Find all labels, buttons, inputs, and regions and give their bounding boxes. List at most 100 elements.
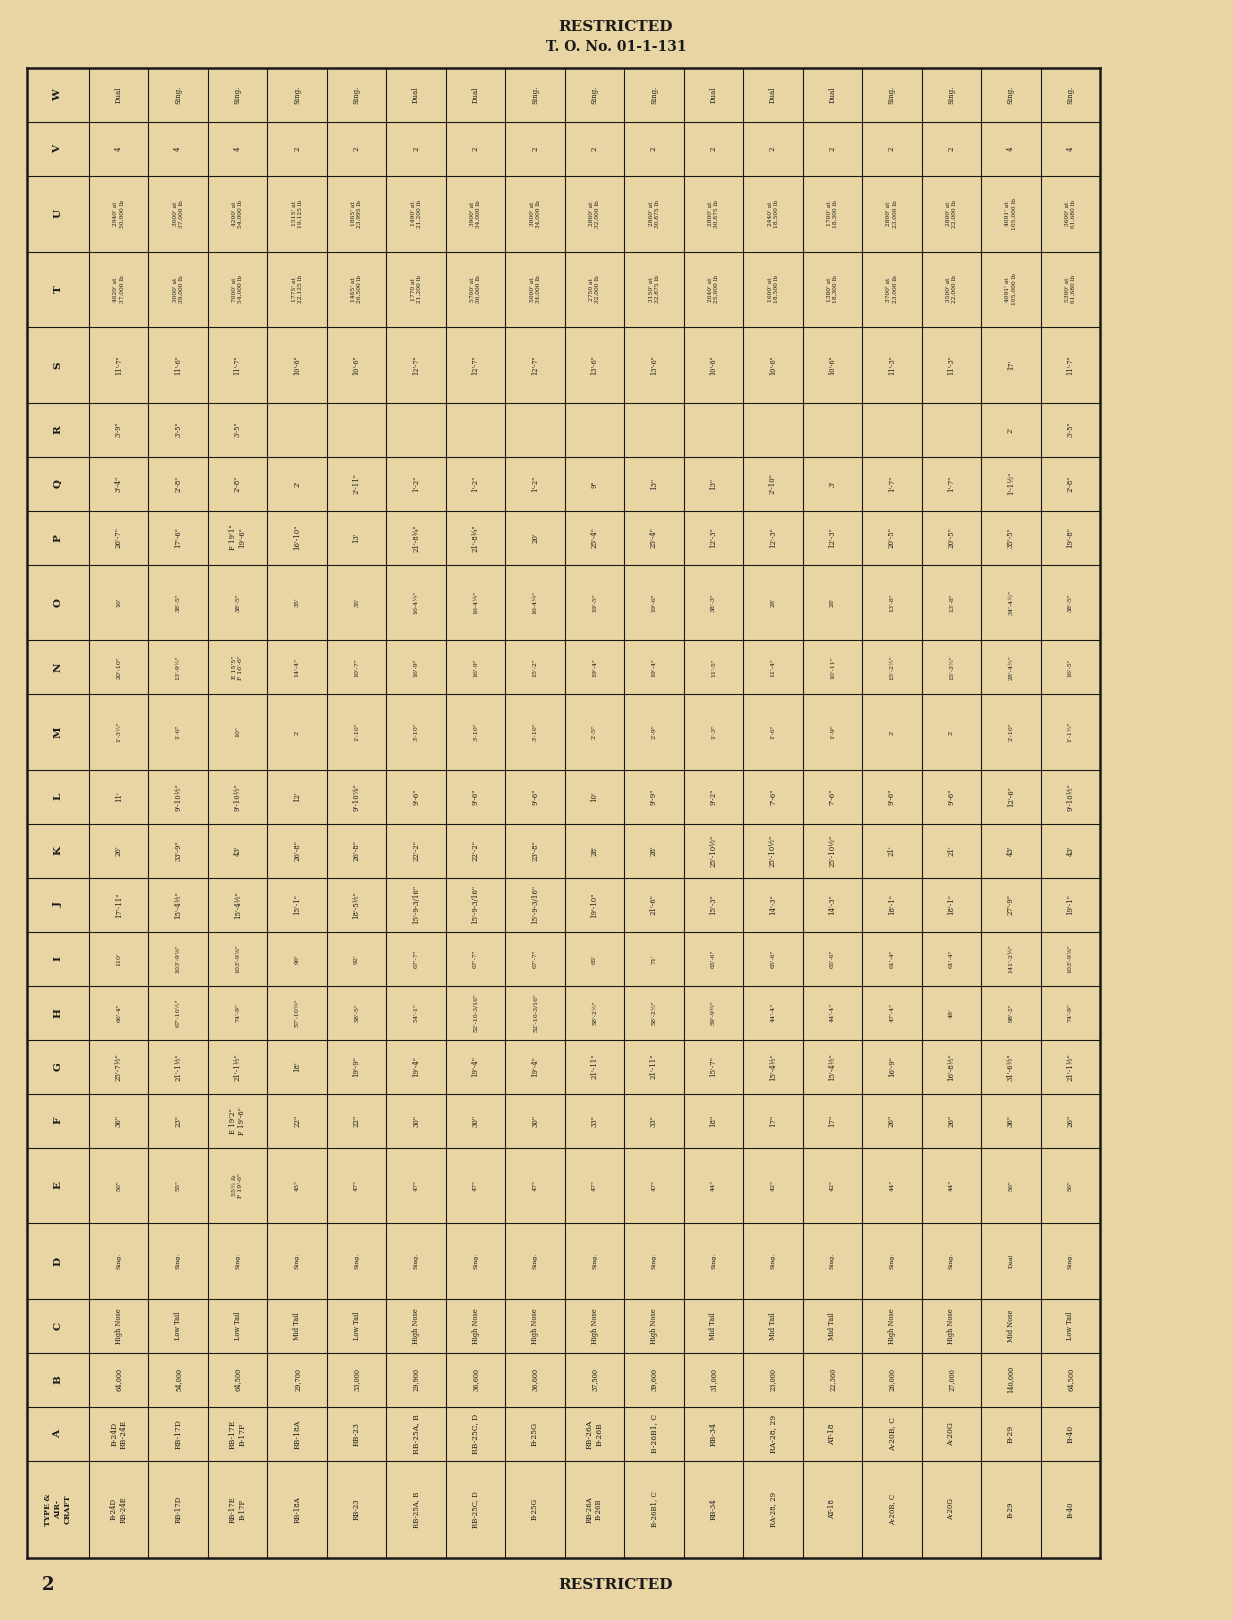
Text: 18'-1": 18'-1" [947, 894, 956, 915]
Text: 11'-7": 11'-7" [234, 355, 242, 374]
Text: 2: 2 [412, 147, 420, 151]
Text: RB-23: RB-23 [353, 1422, 360, 1445]
Text: AT-18: AT-18 [829, 1500, 836, 1520]
Text: 9'-10½": 9'-10½" [1067, 782, 1074, 810]
Text: 19'-9": 19'-9" [353, 1056, 360, 1077]
Text: 110': 110' [116, 953, 121, 966]
Text: 9'-9": 9'-9" [650, 789, 658, 805]
Text: 58'-2½": 58'-2½" [592, 1001, 597, 1025]
Text: 5700' at
36,000 lb: 5700' at 36,000 lb [470, 275, 481, 303]
Text: 21'-8¾": 21'-8¾" [471, 523, 480, 551]
Text: 10'-7": 10'-7" [354, 658, 359, 677]
Text: 65'-6": 65'-6" [771, 949, 776, 969]
Text: 19'-6": 19'-6" [651, 593, 656, 612]
Text: B-29: B-29 [1007, 1424, 1015, 1443]
Text: 54,000: 54,000 [174, 1369, 182, 1392]
Text: 19'-8": 19'-8" [1067, 526, 1074, 548]
Text: 15'-1": 15'-1" [293, 894, 301, 915]
Text: 35'-5": 35'-5" [1007, 526, 1015, 548]
Text: J: J [53, 902, 63, 907]
Text: 21': 21' [947, 846, 956, 857]
Text: 16'-9": 16'-9" [473, 658, 478, 677]
Text: A-20G: A-20G [947, 1498, 956, 1520]
Text: 140,000: 140,000 [1007, 1366, 1015, 1393]
Text: 16'-5": 16'-5" [1068, 658, 1073, 677]
Text: 26'-8": 26'-8" [353, 841, 360, 862]
Text: 18': 18' [293, 1061, 301, 1072]
Text: 55": 55" [176, 1179, 181, 1191]
Text: 19'-1": 19'-1" [1067, 894, 1074, 915]
Text: 3'-10": 3'-10" [413, 723, 418, 742]
Text: 4: 4 [115, 147, 123, 151]
Text: 22": 22" [293, 1115, 301, 1128]
Text: 12'-3": 12'-3" [769, 526, 777, 548]
Text: 56": 56" [116, 1179, 121, 1191]
Text: E 15'5"
F 16'-6": E 15'5" F 16'-6" [232, 654, 243, 680]
Text: 18": 18" [709, 1115, 718, 1128]
Text: 17": 17" [769, 1115, 777, 1128]
Text: RA-28, 29: RA-28, 29 [769, 1414, 777, 1453]
Text: RB-25C, D: RB-25C, D [471, 1490, 480, 1528]
Text: 21': 21' [888, 846, 896, 857]
Text: 36": 36" [1007, 1115, 1015, 1128]
Text: 22": 22" [353, 1115, 360, 1128]
Text: Sing.: Sing. [591, 86, 598, 104]
Text: 2: 2 [947, 147, 956, 151]
Text: 22,360: 22,360 [829, 1369, 836, 1392]
Text: 16'-9": 16'-9" [888, 1056, 896, 1077]
Text: Sing.: Sing. [354, 1252, 359, 1268]
Text: 2860' at
30,875 lb: 2860' at 30,875 lb [649, 199, 660, 228]
Text: Low Tail: Low Tail [353, 1312, 360, 1340]
Text: Sing.: Sing. [771, 1252, 776, 1268]
Text: RB-34: RB-34 [709, 1422, 718, 1445]
Text: 1700' at
18,300 lb: 1700' at 18,300 lb [827, 199, 837, 228]
Text: 64,500: 64,500 [234, 1369, 242, 1392]
Text: 2'-8": 2'-8" [234, 475, 242, 492]
Text: 21'-1½": 21'-1½" [234, 1053, 242, 1081]
Text: 16-4¼": 16-4¼" [533, 591, 538, 614]
Text: 10'-11": 10'-11" [830, 656, 835, 679]
Text: 64,500: 64,500 [1067, 1369, 1074, 1392]
Text: 11'-7": 11'-7" [115, 355, 123, 374]
Text: L: L [53, 794, 63, 800]
Text: Sing.: Sing. [949, 1252, 954, 1268]
Text: 14'-3": 14'-3" [769, 894, 777, 915]
Text: 1'-3": 1'-3" [711, 724, 716, 739]
Text: 38'-3": 38'-3" [711, 593, 716, 612]
Text: 15'-4½": 15'-4½" [769, 1053, 777, 1081]
Text: 4091' at
105,000 lb: 4091' at 105,000 lb [1005, 274, 1016, 305]
Text: 31,000: 31,000 [709, 1369, 718, 1392]
Text: Sing.: Sing. [531, 86, 539, 104]
Text: 17'-11": 17'-11" [115, 893, 123, 917]
Text: Sing.: Sing. [353, 86, 360, 104]
Text: 22'-2": 22'-2" [412, 841, 420, 862]
Text: 35': 35' [295, 598, 300, 608]
Text: 3'-10": 3'-10" [473, 723, 478, 742]
Text: 21'-11": 21'-11" [591, 1055, 598, 1079]
Text: 17'-6": 17'-6" [174, 526, 182, 548]
Text: 9'-2": 9'-2" [709, 789, 718, 805]
Text: 2800' at
23,000 lb: 2800' at 23,000 lb [887, 199, 898, 228]
Text: TYPE &
AIR-
CRAFT: TYPE & AIR- CRAFT [44, 1494, 72, 1526]
Text: 26'-7": 26'-7" [115, 526, 123, 548]
Text: 52'-10-3/16": 52'-10-3/16" [473, 993, 478, 1032]
Text: 11'-4": 11'-4" [771, 658, 776, 677]
Text: 44'-4": 44'-4" [830, 1003, 835, 1022]
Text: 44'-4": 44'-4" [771, 1003, 776, 1022]
Text: 7000' at
54,000 lb: 7000' at 54,000 lb [232, 275, 243, 303]
Text: A-20B, C: A-20B, C [888, 1494, 896, 1524]
Text: 47'-4": 47'-4" [889, 1003, 894, 1022]
Text: 2940' at
50,000 lb: 2940' at 50,000 lb [113, 199, 125, 228]
Text: 45": 45" [295, 1179, 300, 1191]
Text: 52'-10-3/16": 52'-10-3/16" [533, 993, 538, 1032]
Text: Sing.: Sing. [830, 1252, 835, 1268]
Text: M: M [53, 726, 63, 737]
Text: 34'-4½": 34'-4½" [1009, 590, 1014, 616]
Text: Mid Nose: Mid Nose [1007, 1309, 1015, 1341]
Text: B-24D
RB-24E: B-24D RB-24E [110, 1495, 127, 1523]
Text: 61'-4": 61'-4" [889, 949, 894, 969]
Text: E 19'2"
F 19'-6": E 19'2" F 19'-6" [229, 1106, 247, 1134]
Text: 1'-7": 1'-7" [947, 475, 956, 492]
Text: RESTRICTED: RESTRICTED [559, 1578, 673, 1592]
Text: 38'-5": 38'-5" [236, 593, 240, 612]
